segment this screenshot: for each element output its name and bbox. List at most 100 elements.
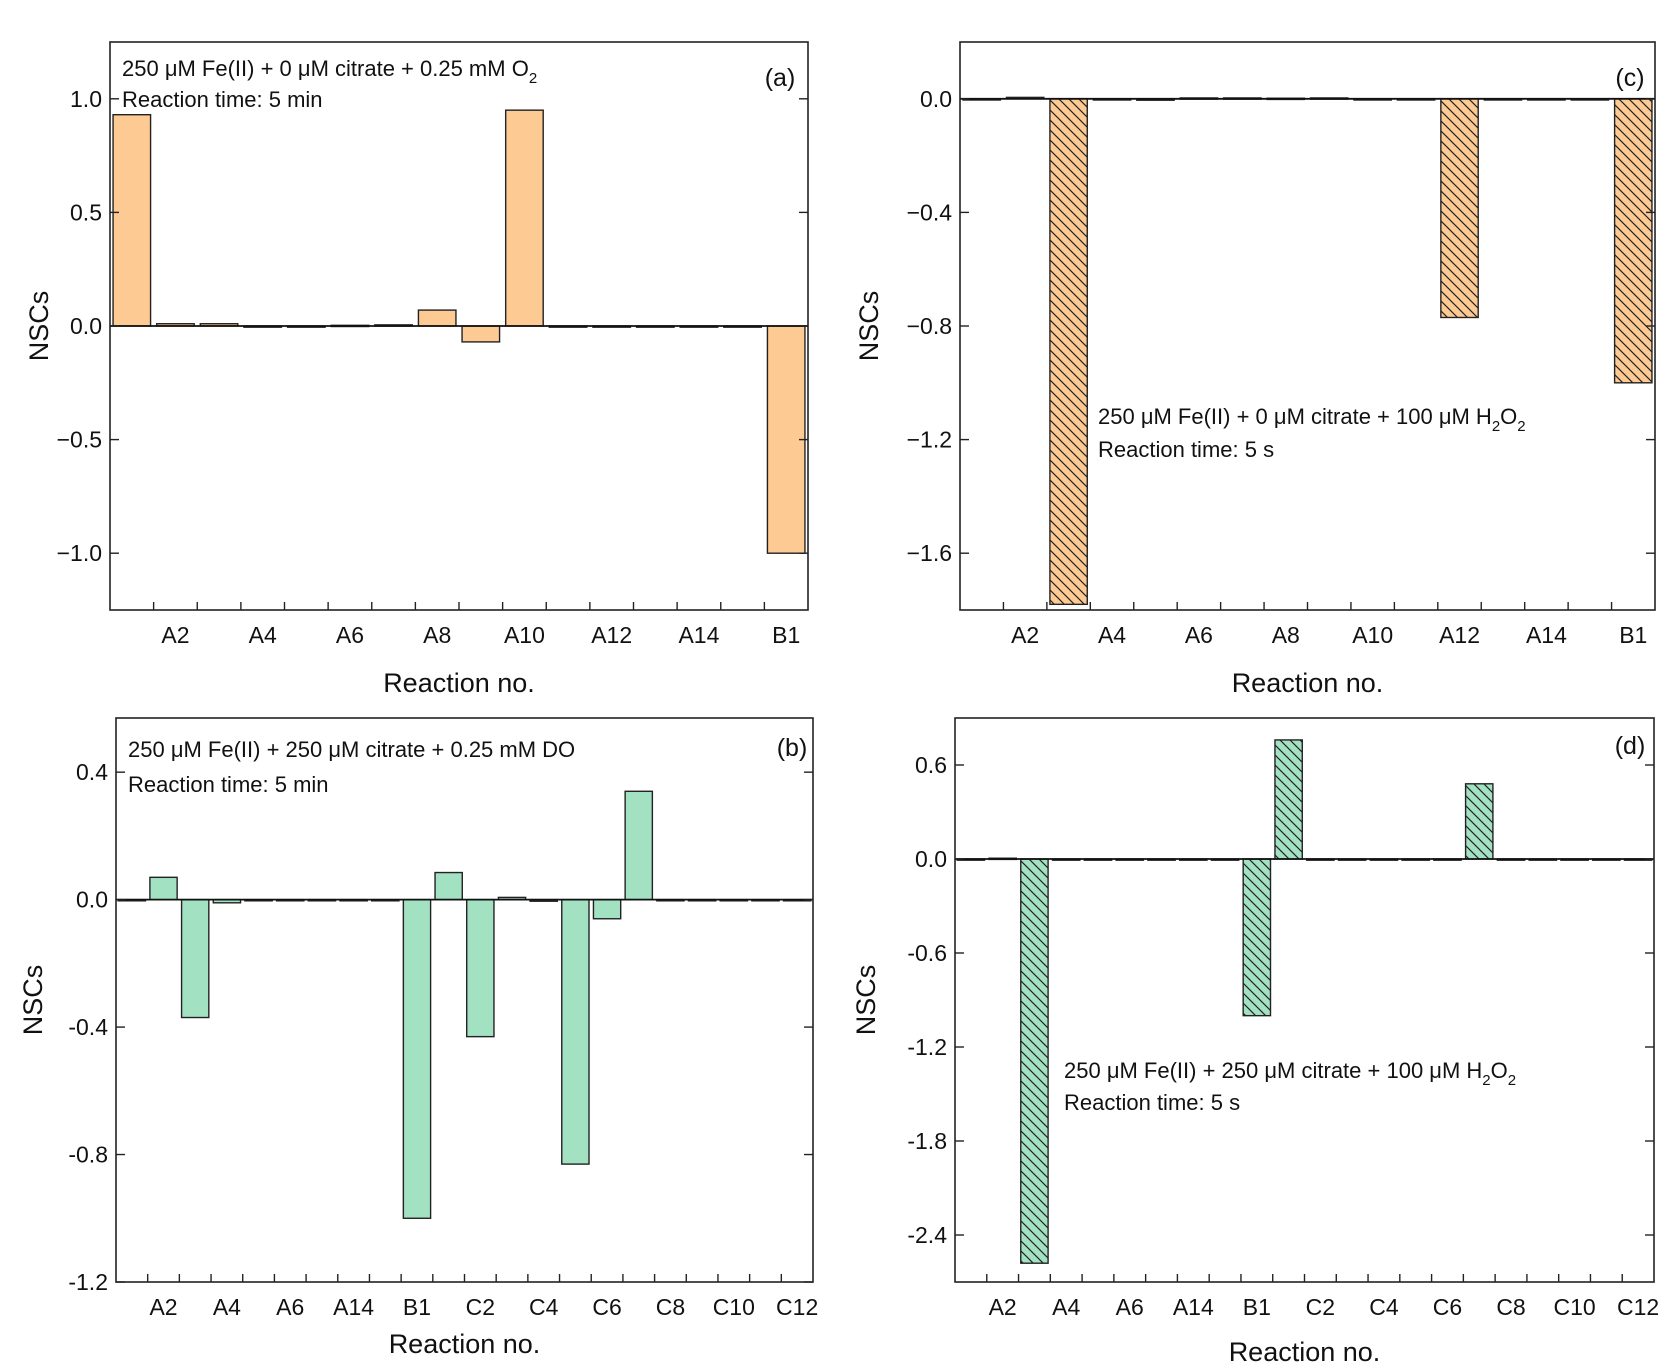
bar-A2 <box>149 876 178 901</box>
x-tick-label: A6 <box>336 622 364 648</box>
y-tick-label: 0.0 <box>915 846 947 872</box>
x-tick-label: A12 <box>591 622 632 648</box>
reaction-time-label: Reaction time: 5 s <box>1098 437 1274 462</box>
x-tick-label: A2 <box>161 622 189 648</box>
x-tick-label: A8 <box>423 622 451 648</box>
bar-hatch-B1 <box>1614 98 1652 383</box>
bar-hatch-A3 <box>1049 98 1088 605</box>
x-tick-label: C12 <box>776 1294 818 1320</box>
bar-C7 <box>624 790 654 901</box>
x-tick-label: B1 <box>403 1294 431 1320</box>
x-tick-label: C10 <box>713 1294 755 1320</box>
condition-label: 250 μM Fe(II) + 250 μM citrate + 100 μM … <box>1064 1058 1516 1089</box>
y-tick-label: 1.0 <box>70 86 102 112</box>
bar-hatch-A12 <box>1440 98 1479 318</box>
y-tick-label: -0.8 <box>68 1142 108 1168</box>
y-tick-label: 0.6 <box>915 752 947 778</box>
x-tick-label: A2 <box>1011 622 1039 648</box>
y-tick-label: -2.4 <box>907 1222 947 1248</box>
plot-frame <box>954 717 1655 1283</box>
bar-B1 <box>402 898 432 1219</box>
x-tick-label: B1 <box>1243 1294 1271 1320</box>
bar-hatch-B1 <box>1243 859 1271 1016</box>
y-tick-label: −0.8 <box>907 313 952 339</box>
y-tick-label: 0.0 <box>70 313 102 339</box>
x-tick-label: C12 <box>1617 1294 1659 1320</box>
bar-A3 <box>180 898 210 1019</box>
bar-C5 <box>561 898 590 1165</box>
reaction-time-label: Reaction time: 5 min <box>128 772 329 797</box>
x-tick-label: B1 <box>772 622 800 648</box>
y-tick-label: -1.8 <box>907 1128 947 1154</box>
x-tick-label: C2 <box>1306 1294 1335 1320</box>
panel-d: 0.6 0.0 -0.6 -1.2 -1.8 -2.4 A2 A4 A6 A14 B1 C2 C4 C6 C… <box>851 717 1659 1367</box>
x-tick-label: C8 <box>1496 1294 1525 1320</box>
y-tick-label: -0.6 <box>907 940 947 966</box>
x-axis-title: Reaction no. <box>383 668 535 698</box>
x-tick-label: A12 <box>1439 622 1480 648</box>
x-tick-label: A6 <box>276 1294 304 1320</box>
bar-A1 <box>112 114 152 327</box>
bar-hatch-B2 <box>1274 739 1303 859</box>
bar-A9 <box>461 325 501 343</box>
y-axis-title: NSCs <box>18 965 48 1036</box>
x-tick-label: C8 <box>656 1294 685 1320</box>
x-tick-label: A10 <box>504 622 545 648</box>
x-tick-label: C4 <box>1369 1294 1399 1320</box>
reaction-time-label: Reaction time: 5 min <box>122 87 323 112</box>
x-tick-label: A10 <box>1352 622 1393 648</box>
panel-b: 0.4 0.0 -0.4 -0.8 -1.2 A2 A4 A6 A14 B1 C2 C4 C6 C8 C10… <box>18 717 818 1359</box>
bar-C2 <box>466 898 495 1038</box>
x-tick-label: C2 <box>466 1294 495 1320</box>
y-tick-label: 0.0 <box>76 887 108 913</box>
plot-frame <box>115 717 814 1283</box>
y-tick-label: 0.0 <box>920 86 952 112</box>
x-tick-label: A6 <box>1185 622 1213 648</box>
y-tick-label: −0.4 <box>907 199 953 225</box>
x-tick-label: A4 <box>249 622 277 648</box>
x-tick-label: A14 <box>678 622 719 648</box>
x-tick-label: A14 <box>1526 622 1567 648</box>
x-tick-label: A2 <box>989 1294 1017 1320</box>
condition-label: 250 μM Fe(II) + 250 μM citrate + 0.25 mM… <box>128 737 575 762</box>
x-axis-title: Reaction no. <box>389 1329 541 1359</box>
y-tick-label: -0.4 <box>68 1014 108 1040</box>
panel-tag: (b) <box>777 734 808 762</box>
panel-a: 1.0 0.5 0.0 −0.5 −1.0 A2 A4 A6 A8 A10 A12 A14 B1 Reac… <box>24 41 809 698</box>
x-tick-label: A4 <box>1098 622 1126 648</box>
panel-tag: (c) <box>1615 64 1644 92</box>
condition-label: 250 μM Fe(II) + 0 μM citrate + 0.25 mM O… <box>122 56 537 87</box>
panel-c: 0.0 −0.4 −0.8 −1.2 −1.6 A2 A4 A6 A8 A10 A12 A14 B1 Re… <box>854 41 1656 698</box>
bar-hatch-C7 <box>1465 783 1493 859</box>
x-tick-label: C10 <box>1553 1294 1595 1320</box>
x-tick-label: C6 <box>1433 1294 1462 1320</box>
condition-label: 250 μM Fe(II) + 0 μM citrate + 100 μM H2… <box>1098 404 1526 435</box>
reaction-time-label: Reaction time: 5 s <box>1064 1090 1240 1115</box>
y-tick-label: 0.5 <box>70 199 102 225</box>
y-axis-title: NSCs <box>851 965 881 1036</box>
x-axis-title: Reaction no. <box>1232 668 1384 698</box>
x-tick-label: A14 <box>1173 1294 1214 1320</box>
x-tick-label: B1 <box>1619 622 1647 648</box>
y-tick-label: -1.2 <box>68 1269 108 1295</box>
panel-tag: (a) <box>765 64 796 92</box>
bar-A8 <box>417 309 457 327</box>
bar-A10 <box>504 109 544 327</box>
x-tick-label: A6 <box>1116 1294 1144 1320</box>
panel-tag: (d) <box>1615 732 1646 760</box>
y-tick-label: -1.2 <box>907 1034 947 1060</box>
bar-C6 <box>592 898 622 920</box>
bar-B2 <box>434 871 463 901</box>
y-tick-label: 0.4 <box>76 759 108 785</box>
bar-hatch-A3 <box>1020 859 1049 1264</box>
y-tick-label: −1.2 <box>907 427 952 453</box>
x-tick-label: A14 <box>333 1294 374 1320</box>
y-tick-label: −1.6 <box>907 540 952 566</box>
y-axis-title: NSCs <box>854 291 884 362</box>
x-tick-label: C6 <box>592 1294 621 1320</box>
x-axis-title: Reaction no. <box>1229 1337 1381 1367</box>
y-tick-label: −1.0 <box>57 540 102 566</box>
x-tick-label: A8 <box>1272 622 1300 648</box>
x-tick-label: A4 <box>213 1294 241 1320</box>
x-tick-label: C4 <box>529 1294 559 1320</box>
